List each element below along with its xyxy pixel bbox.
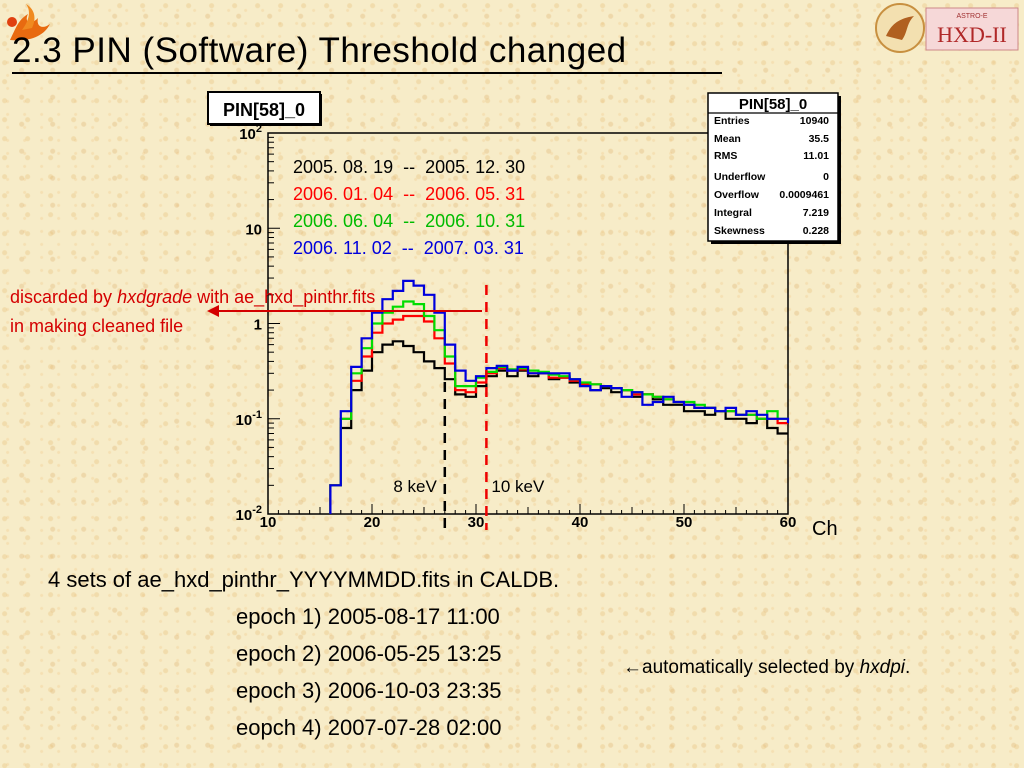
stats-label: Underflow	[714, 171, 766, 183]
series-group	[329, 279, 790, 514]
stats-box: PIN[58]_0 Entries 10940 Mean 35.5 RMS 11.01 Un…	[707, 92, 841, 244]
epoch-2: epoch 2) 2006-05-25 13:25	[236, 641, 502, 666]
histogram-title: PIN[58]_0	[223, 100, 305, 120]
logo-text: HXD-II	[937, 22, 1007, 47]
auto-end: .	[904, 657, 911, 678]
series-line-3	[329, 300, 788, 514]
caldb-description: 4 sets of ae_hxd_pinthr_YYYYMMDD.fits in…	[48, 565, 559, 750]
discarded-text-c: with ae_hxd_pinthr.fits	[192, 287, 376, 307]
axis-ticks	[267, 132, 789, 515]
threshold-label-1: 8 keV	[393, 477, 437, 496]
hxd-ii-logo: ASTRO-E HXD-II	[872, 2, 1020, 54]
phoenix-logo-icon	[7, 4, 50, 41]
threshold-lines: 8 keV 10 keV	[393, 285, 545, 530]
epoch-3: epoch 3) 2006-10-03 23:35	[236, 678, 502, 703]
y-tick-label: 10-2	[236, 504, 262, 524]
x-tick-labels: 10 20 30 40 50 60	[260, 514, 797, 531]
discarded-note-line2: in making cleaned file	[10, 316, 184, 336]
discarded-text-a: discarded by	[10, 287, 118, 307]
caldb-intro: 4 sets of ae_hxd_pinthr_YYYYMMDD.fits in…	[48, 567, 560, 592]
x-tick-label: 50	[676, 514, 693, 531]
stats-value: 11.01	[803, 150, 829, 162]
stats-label: Entries	[714, 115, 750, 127]
auto-text: automatically selected by	[642, 657, 860, 678]
stats-label: Overflow	[714, 189, 760, 201]
x-tick-label: 60	[780, 514, 797, 531]
discarded-note-line1: discarded by hxdgrade with ae_hxd_pinthr…	[10, 287, 375, 308]
auto-selected-note: ←automatically selected by hxdpi.	[623, 657, 910, 679]
slide-title: 2.3 PIN (Software) Threshold changed	[12, 30, 722, 74]
x-tick-label: 40	[572, 514, 589, 531]
stats-value: 0.228	[803, 225, 829, 237]
histogram-title-box: PIN[58]_0	[207, 91, 322, 126]
left-arrow-icon: ←	[623, 657, 642, 678]
x-tick-label: 30	[468, 514, 485, 531]
epoch-4: eopch 4) 2007-07-28 02:00	[236, 715, 502, 740]
y-tick-label: 10	[245, 221, 262, 238]
hxdpi-tool-name: hxdpi	[859, 657, 905, 678]
series-line-4	[329, 279, 790, 514]
stats-title: PIN[58]_0	[739, 96, 807, 113]
y-tick-label: 10-1	[236, 409, 262, 429]
hxd-ii-logo-icon: ASTRO-E HXD-II	[875, 3, 1019, 53]
legend-entry-1: 2005. 08. 19 -- 2005. 12. 30	[293, 157, 525, 177]
threshold-label-2: 10 keV	[491, 477, 545, 496]
stats-value: 0	[823, 171, 829, 183]
epoch-1: epoch 1) 2005-08-17 11:00	[236, 604, 500, 629]
y-tick-label: 1	[254, 317, 262, 334]
stats-value: 35.5	[809, 133, 830, 145]
legend-entry-4: 2006. 11. 02 -- 2007. 03. 31	[293, 238, 524, 258]
hxdgrade-tool-name: hxdgrade	[117, 287, 193, 307]
y-tick-label: 102	[239, 123, 262, 143]
stats-label: Mean	[714, 133, 741, 145]
x-tick-label: 20	[364, 514, 381, 531]
x-axis-label: Ch	[812, 518, 838, 540]
logo-small-text: ASTRO-E	[956, 13, 987, 20]
y-tick-labels: 10-2 10-1 1 10 102	[236, 123, 262, 524]
stats-value: 10940	[800, 115, 829, 127]
stats-value: 7.219	[803, 207, 829, 219]
stats-label: RMS	[714, 150, 737, 162]
stats-value: 0.0009461	[779, 189, 829, 201]
stats-label: Skewness	[714, 225, 765, 237]
stats-label: Integral	[714, 207, 752, 219]
legend: 2005. 08. 19 -- 2005. 12. 30 2006. 01. 0…	[293, 157, 525, 258]
legend-entry-2: 2006. 01. 04 -- 2006. 05. 31	[293, 184, 525, 204]
legend-entry-3: 2006. 06. 04 -- 2006. 10. 31	[293, 211, 525, 231]
x-tick-label: 10	[260, 514, 277, 531]
discard-arrow-head-icon	[207, 305, 219, 317]
